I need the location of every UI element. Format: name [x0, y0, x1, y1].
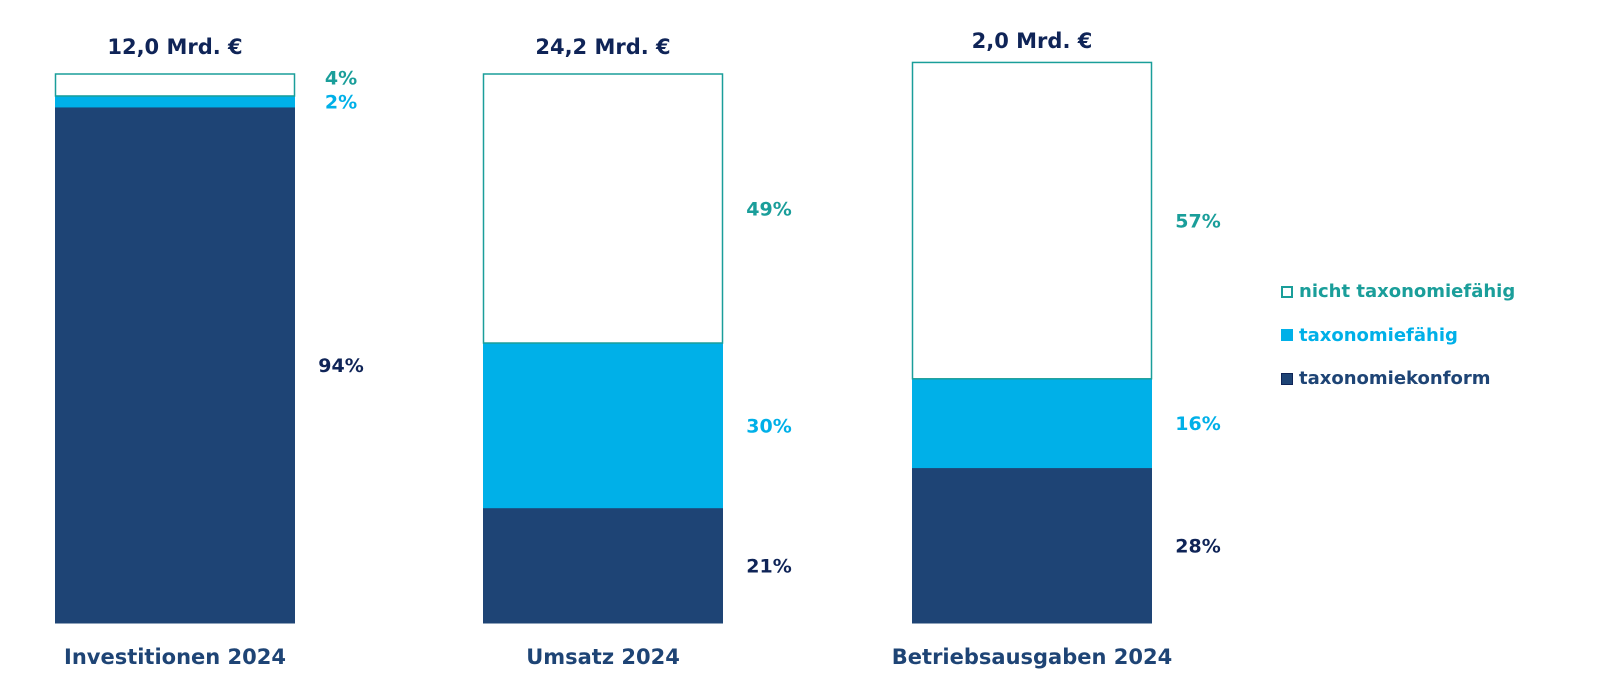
- legend-label: nicht taxonomiefähig: [1299, 281, 1516, 303]
- legend-swatch: [1281, 329, 1293, 342]
- legend-swatch: [1281, 285, 1293, 298]
- legend-item-taxonomiekonform: taxonomiekonform: [1281, 357, 1515, 401]
- legend-item-taxonomiefaehig: taxonomiefähig: [1281, 314, 1515, 358]
- legend-swatch: [1281, 372, 1293, 385]
- data-label: 4%: [325, 67, 357, 89]
- data-label: 2%: [325, 91, 357, 113]
- total-label: 2,0 Mrd. €: [972, 29, 1093, 53]
- data-label: 57%: [1175, 211, 1220, 233]
- bar-segment-taxonomiefähig: [912, 378, 1152, 469]
- data-label: 49%: [746, 199, 791, 221]
- total-label: 12,0 Mrd. €: [107, 35, 242, 59]
- category-label: Investitionen 2024: [64, 645, 286, 669]
- data-label: 21%: [746, 555, 791, 577]
- bar-segment-taxonomiekonform: [55, 106, 295, 624]
- data-label: 30%: [746, 415, 791, 437]
- bar-segment-taxonomiefähig: [55, 95, 295, 108]
- category-label: Betriebsausgaben 2024: [892, 645, 1172, 669]
- data-label: 94%: [318, 355, 363, 377]
- legend-item-nicht-taxonomiefaehig: nicht taxonomiefähig: [1281, 270, 1515, 314]
- bar-segment-taxonomiekonform: [912, 467, 1152, 624]
- category-label: Umsatz 2024: [526, 645, 680, 669]
- legend-label: taxonomiefähig: [1299, 324, 1458, 346]
- bar-segment-taxonomiefähig: [483, 342, 723, 509]
- total-label: 24,2 Mrd. €: [535, 35, 670, 59]
- data-label: 28%: [1175, 535, 1220, 557]
- legend: nicht taxonomiefähig taxonomiefähig taxo…: [1281, 270, 1515, 401]
- bar-segment-nicht-taxonomiefähig: [54, 73, 296, 97]
- bar-segment-nicht-taxonomiefähig: [482, 73, 724, 344]
- bar-segment-nicht-taxonomiefähig: [911, 61, 1153, 380]
- data-label: 16%: [1175, 413, 1220, 435]
- bar-segment-taxonomiekonform: [483, 507, 723, 624]
- legend-label: taxonomiekonform: [1299, 368, 1491, 390]
